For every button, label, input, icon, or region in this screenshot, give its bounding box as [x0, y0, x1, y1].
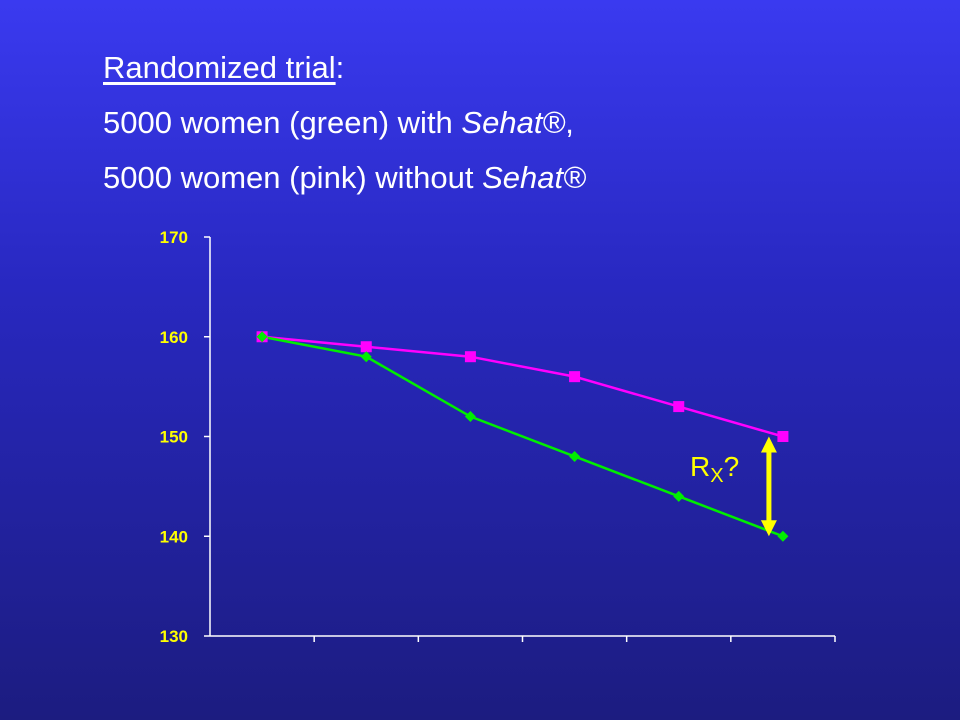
heading-line-2-product: Sehat® — [461, 105, 566, 140]
series-2-point — [464, 411, 476, 423]
y-tick-labels: 170 160 150 140 130 — [160, 228, 188, 646]
series-1-point — [360, 341, 372, 353]
annotation-suffix: ? — [724, 451, 740, 482]
heading-line-2: 5000 women (green) with Sehat®, — [103, 95, 586, 150]
series-1-point — [673, 401, 685, 413]
series-1-point — [464, 351, 476, 363]
annotation-subscript: X — [710, 465, 723, 487]
y-tick-label: 140 — [160, 527, 188, 546]
heading-line-3: 5000 women (pink) without Sehat® — [103, 150, 586, 205]
series-markers — [256, 331, 789, 542]
series-line-1 — [261, 335, 784, 438]
heading-underlined-title: Randomized trial — [103, 50, 336, 85]
chart-axes — [204, 236, 836, 642]
arrow-head-down — [760, 520, 777, 537]
series-2-point — [673, 490, 685, 502]
series-2-point — [569, 450, 581, 462]
y-tick-label: 160 — [160, 328, 188, 347]
y-tick-label: 130 — [160, 627, 188, 646]
series-line-2 — [261, 335, 784, 538]
y-tick-label: 170 — [160, 228, 188, 247]
heading-line-2-suffix: , — [565, 105, 574, 140]
heading-line-3-product: Sehat® — [482, 160, 586, 195]
arrow-head-up — [760, 436, 777, 453]
series-2-point — [777, 530, 789, 542]
heading-line-1-suffix: : — [335, 50, 345, 85]
series-lines — [261, 335, 784, 538]
series-1-point — [569, 371, 581, 383]
annotation-main: R — [690, 451, 710, 482]
slide-heading: Randomized trial: 5000 women (green) wit… — [103, 40, 586, 205]
series-2-point — [360, 351, 372, 363]
y-tick-label: 150 — [160, 428, 188, 447]
heading-line-2-prefix: 5000 women (green) with — [103, 105, 462, 140]
heading-line-3-prefix: 5000 women (pink) without — [103, 160, 483, 195]
series-1-point — [777, 431, 789, 442]
heading-line-1: Randomized trial: — [103, 40, 586, 95]
difference-annotation: RX? — [690, 451, 739, 487]
difference-arrow — [760, 436, 777, 537]
series-2-point — [256, 331, 268, 343]
